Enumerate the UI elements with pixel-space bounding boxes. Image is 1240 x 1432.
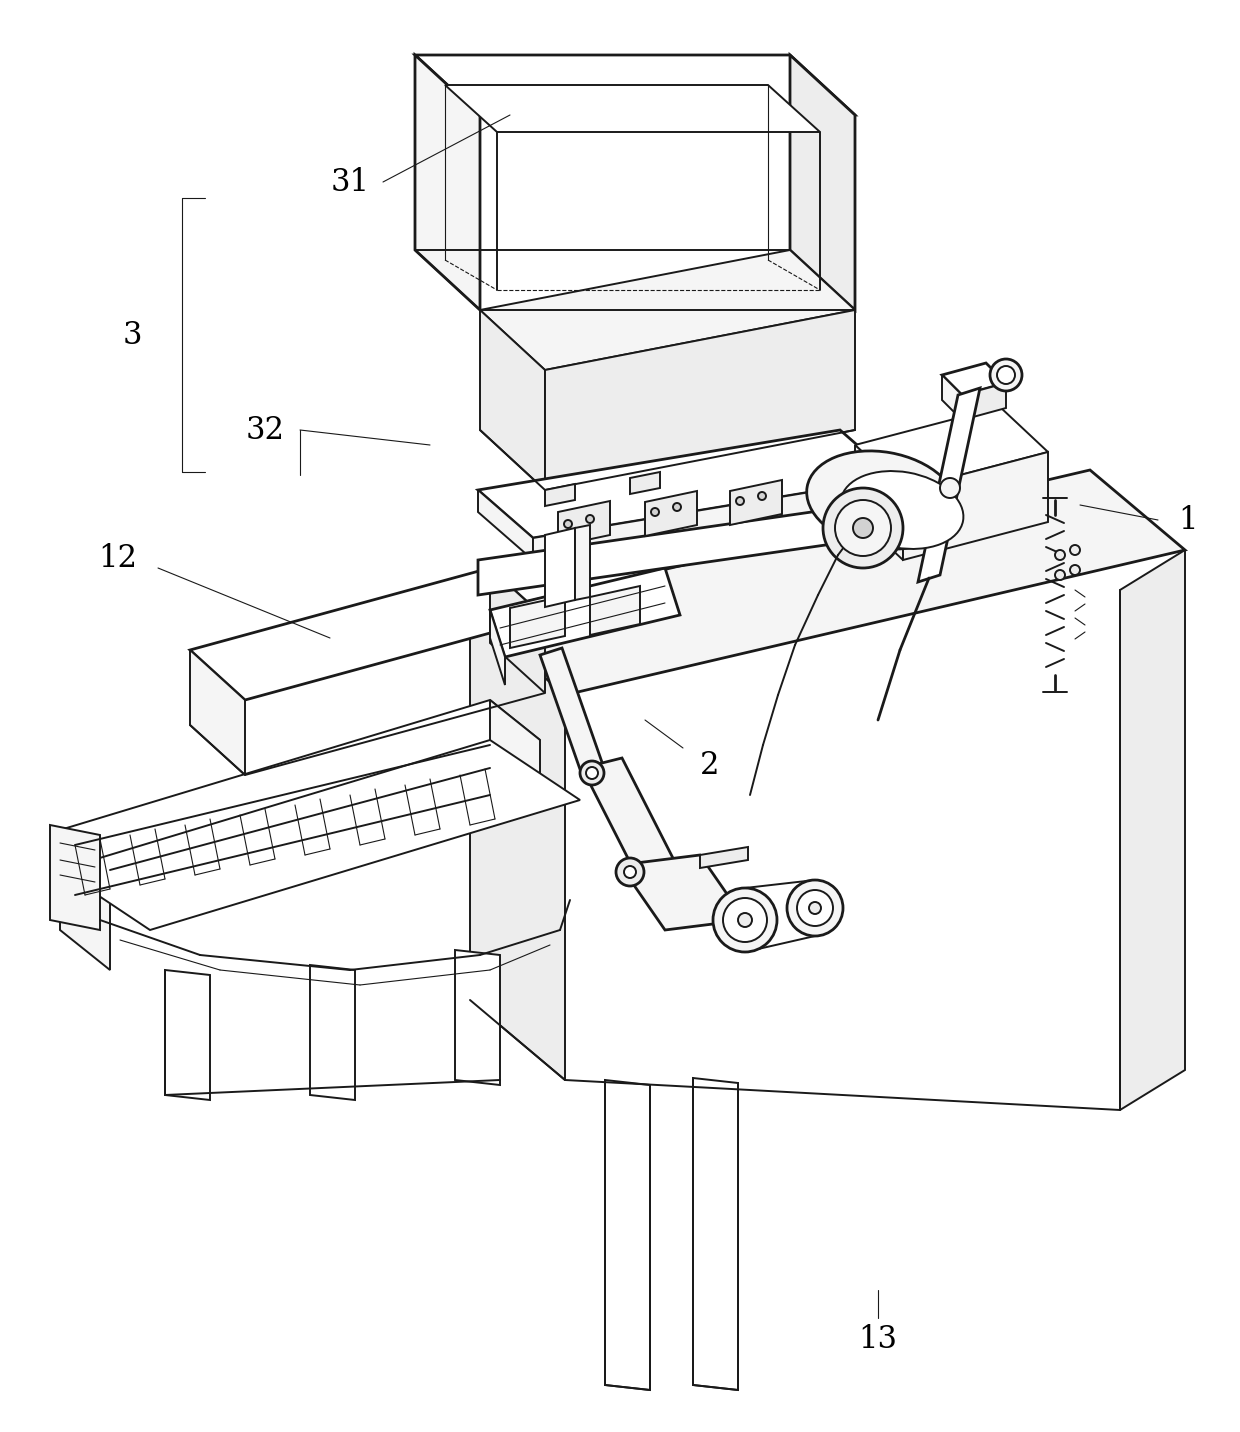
Ellipse shape [835,500,892,556]
Polygon shape [645,491,697,536]
Polygon shape [546,309,856,490]
Polygon shape [1120,550,1185,1110]
Circle shape [587,516,594,523]
Polygon shape [856,407,1048,490]
Polygon shape [190,650,246,775]
Polygon shape [470,470,1185,695]
Polygon shape [630,473,660,494]
Text: 2: 2 [701,749,719,780]
Text: 12: 12 [98,543,138,573]
Polygon shape [477,490,533,560]
Polygon shape [445,84,820,132]
Polygon shape [490,700,539,811]
Circle shape [1070,566,1080,576]
Circle shape [797,891,833,927]
Polygon shape [50,825,100,929]
Polygon shape [539,649,604,775]
Circle shape [940,478,960,498]
Polygon shape [620,855,745,929]
Polygon shape [693,1078,738,1390]
Polygon shape [730,480,782,526]
Polygon shape [480,251,856,369]
Polygon shape [190,569,546,700]
Circle shape [737,497,744,505]
Circle shape [787,881,843,937]
Polygon shape [790,54,856,309]
Text: 3: 3 [123,319,141,351]
Polygon shape [942,375,962,420]
Polygon shape [480,309,546,490]
Polygon shape [918,388,980,581]
Polygon shape [962,382,1006,420]
Polygon shape [575,526,590,600]
Polygon shape [415,54,480,309]
Circle shape [1055,550,1065,560]
Circle shape [616,858,644,886]
Circle shape [1055,570,1065,580]
Polygon shape [470,614,565,1080]
Polygon shape [903,453,1048,560]
Polygon shape [558,501,610,546]
Polygon shape [490,569,546,693]
Polygon shape [546,484,575,505]
Ellipse shape [853,518,873,538]
Polygon shape [490,569,680,657]
Polygon shape [701,846,748,868]
Circle shape [758,493,766,500]
Polygon shape [490,610,505,684]
Polygon shape [582,758,678,878]
Polygon shape [477,500,895,596]
Polygon shape [165,969,210,1100]
Text: 13: 13 [858,1325,898,1356]
Circle shape [651,508,658,516]
Ellipse shape [841,471,963,548]
Polygon shape [510,596,565,649]
Polygon shape [477,430,895,538]
Polygon shape [533,478,895,560]
Polygon shape [942,362,1006,395]
Circle shape [580,760,604,785]
Circle shape [738,914,751,927]
Text: 31: 31 [331,166,370,198]
Polygon shape [546,528,575,607]
Circle shape [713,888,777,952]
Polygon shape [60,740,580,929]
Polygon shape [590,586,640,634]
Text: 1: 1 [1178,504,1198,536]
Circle shape [990,359,1022,391]
Polygon shape [856,445,903,560]
Polygon shape [605,1080,650,1390]
Circle shape [997,367,1016,384]
Ellipse shape [807,451,957,548]
Text: 32: 32 [246,414,284,445]
Circle shape [723,898,768,942]
Polygon shape [60,831,110,969]
Circle shape [673,503,681,511]
Polygon shape [415,54,856,115]
Polygon shape [455,949,500,1085]
Circle shape [808,902,821,914]
Ellipse shape [823,488,903,569]
Circle shape [1070,546,1080,556]
Circle shape [624,866,636,878]
Circle shape [564,520,572,528]
Circle shape [587,768,598,779]
Polygon shape [310,965,355,1100]
Polygon shape [60,700,539,871]
